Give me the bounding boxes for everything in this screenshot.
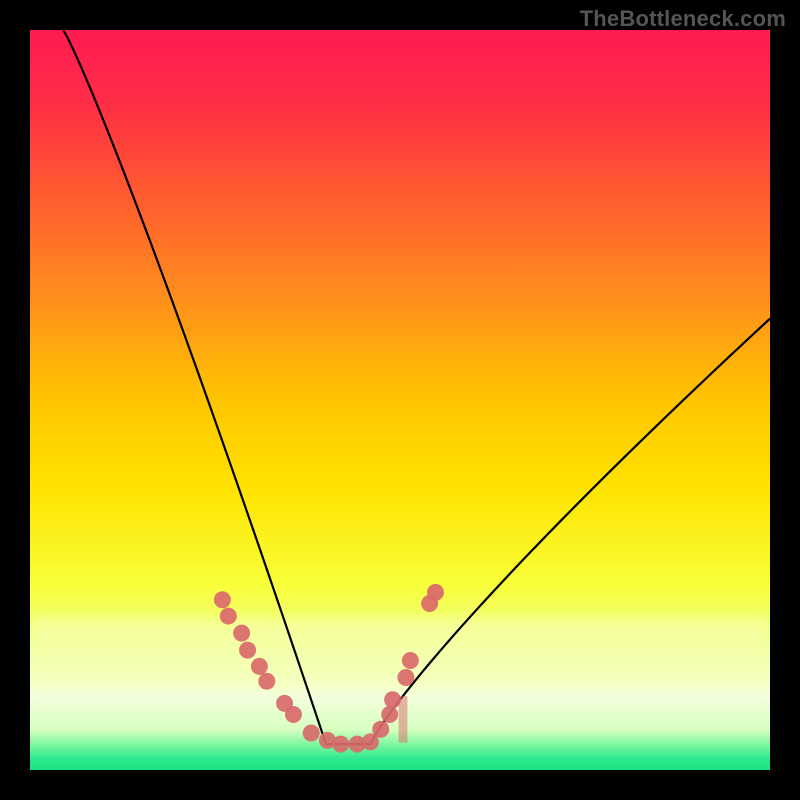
data-point bbox=[384, 691, 401, 708]
data-point bbox=[402, 652, 419, 669]
data-point bbox=[239, 642, 256, 659]
chart-overlay bbox=[30, 30, 770, 770]
data-point bbox=[397, 669, 414, 686]
chart-frame: TheBottleneck.com bbox=[0, 0, 800, 800]
bottleneck-curve bbox=[63, 30, 770, 744]
plot-area bbox=[30, 30, 770, 770]
data-point bbox=[372, 721, 389, 738]
data-point bbox=[251, 658, 268, 675]
data-point bbox=[427, 584, 444, 601]
data-point bbox=[233, 625, 250, 642]
data-point bbox=[332, 736, 349, 753]
data-point bbox=[285, 706, 302, 723]
data-point bbox=[214, 591, 231, 608]
data-point bbox=[220, 608, 237, 625]
data-point bbox=[258, 673, 275, 690]
data-point bbox=[381, 706, 398, 723]
data-point bbox=[303, 725, 320, 742]
watermark-text: TheBottleneck.com bbox=[580, 6, 786, 32]
